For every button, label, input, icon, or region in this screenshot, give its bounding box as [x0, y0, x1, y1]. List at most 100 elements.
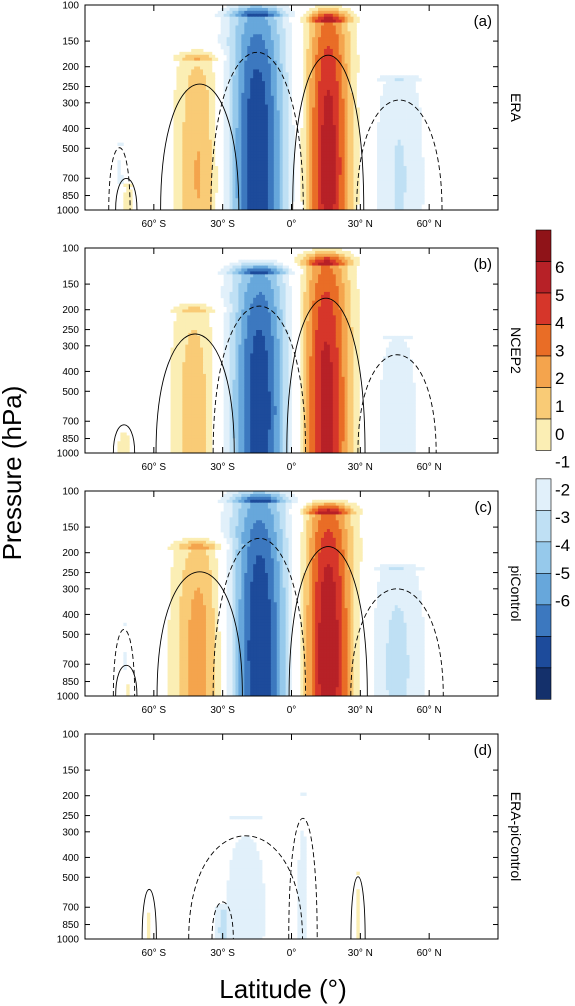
colorbar-label: 2 — [555, 369, 564, 388]
contour-line — [156, 571, 243, 696]
contour-line — [112, 424, 136, 453]
contour-line — [115, 178, 138, 210]
y-tick-label: 100 — [62, 244, 79, 255]
x-tick-label: 60° N — [417, 462, 442, 473]
colorbar-label: -5 — [555, 564, 570, 583]
colorbar-label: -6 — [555, 592, 570, 611]
colorbar-box — [535, 604, 552, 637]
x-tick-label: 60° S — [142, 948, 167, 959]
y-tick-label: 150 — [62, 766, 79, 777]
contour-line — [141, 889, 157, 939]
colorbar-box — [535, 292, 552, 325]
colorbar-box — [535, 261, 552, 294]
y-tick-label: 150 — [62, 37, 79, 48]
contour-line — [108, 147, 131, 210]
y-tick-label: 200 — [62, 62, 79, 73]
x-tick-label: 60° S — [142, 462, 167, 473]
colorbar-box — [535, 387, 552, 420]
y-tick-label: 100 — [62, 730, 79, 741]
y-tick-label: 200 — [62, 305, 79, 316]
colorbar-box — [535, 229, 552, 262]
contour-line — [288, 818, 318, 939]
colorbar-box — [535, 667, 552, 700]
x-tick-label: 30° S — [210, 705, 235, 716]
y-tick-label: 400 — [62, 124, 79, 135]
x-tick-label: 30° S — [210, 219, 235, 230]
y-tick-label: 300 — [62, 98, 79, 109]
y-tick-label: 700 — [62, 174, 79, 185]
y-tick-label: 700 — [62, 660, 79, 671]
panel-name: piControl — [508, 565, 524, 621]
x-tick-label: 30° S — [210, 462, 235, 473]
panels: 100 150 200 250 300 400 500 700 850 1000 60° S 30° … — [57, 1, 524, 960]
colorbar-box — [535, 324, 552, 357]
x-tick-label: 30° N — [348, 219, 373, 230]
panel-name: NCEP2 — [508, 327, 524, 374]
contour-field — [141, 792, 366, 939]
colorbar-box — [535, 478, 552, 511]
contour-line — [210, 52, 304, 210]
x-tick-label: 0° — [287, 462, 297, 473]
panel-frame — [84, 733, 499, 940]
contour-field — [108, 5, 443, 210]
contour-line — [212, 538, 307, 696]
contour-line — [292, 54, 365, 210]
contour-line — [288, 546, 368, 696]
y-tick-label: 1000 — [57, 206, 80, 217]
x-tick-label: 0° — [287, 219, 297, 230]
panel-name: ERA — [508, 93, 524, 122]
y-tick-label: 1000 — [57, 692, 80, 703]
y-tick-label: 150 — [62, 280, 79, 291]
y-tick-label: 850 — [62, 920, 79, 931]
x-tick-label: 60° N — [417, 948, 442, 959]
y-tick-label: 850 — [62, 434, 79, 445]
y-tick-label: 250 — [62, 82, 79, 93]
colorbar-label: 6 — [555, 258, 564, 277]
colorbar-box — [535, 573, 552, 606]
y-tick-label: 700 — [62, 903, 79, 914]
panel-label: (c) — [475, 499, 493, 516]
x-tick-label: 30° N — [348, 462, 373, 473]
colorbar-box — [535, 418, 552, 451]
x-tick-label: 30° N — [348, 705, 373, 716]
y-tick-label: 500 — [62, 873, 79, 884]
y-tick-label: 300 — [62, 341, 79, 352]
y-tick-label: 400 — [62, 610, 79, 621]
contour-line — [160, 83, 240, 210]
y-tick-label: 1000 — [57, 935, 80, 946]
contour-line — [155, 333, 235, 453]
y-tick-label: 200 — [62, 791, 79, 802]
panel-ERA: 100 150 200 250 300 400 500 700 850 1000 60° S 30° … — [57, 1, 524, 231]
y-tick-label: 250 — [62, 811, 79, 822]
x-tick-label: 0° — [287, 705, 297, 716]
y-tick-label: 300 — [62, 827, 79, 838]
contour-line — [350, 876, 366, 939]
panel-name: ERA-piControl — [508, 792, 524, 881]
panel-label: (b) — [474, 256, 492, 273]
y-tick-label: 300 — [62, 584, 79, 595]
y-tick-label: 850 — [62, 677, 79, 688]
x-tick-label: 30° S — [210, 948, 235, 959]
contour-field — [112, 491, 444, 696]
panel-label: (a) — [474, 13, 492, 30]
colorbar-label: -2 — [555, 480, 570, 499]
colorbar-label: -1 — [555, 453, 570, 472]
contour-line — [357, 354, 437, 453]
x-tick-label: 60° N — [417, 219, 442, 230]
colorbar-label: 0 — [555, 425, 564, 444]
y-tick-label: 400 — [62, 853, 79, 864]
panel-NCEP2: 100 150 200 250 300 400 500 700 850 1000 60° S 30° … — [57, 244, 524, 474]
x-tick-label: 60° S — [142, 705, 167, 716]
colorbar-box — [535, 355, 552, 388]
contour-line — [356, 99, 443, 210]
colorbar-box — [535, 541, 552, 574]
x-axis-title: Latitude (°) — [219, 974, 346, 1004]
panel-label: (d) — [474, 742, 492, 759]
y-tick-label: 400 — [62, 367, 79, 378]
y-tick-label: 500 — [62, 630, 79, 641]
y-tick-label: 500 — [62, 144, 79, 155]
contour-line — [112, 629, 136, 696]
panel-piControl: 100 150 200 250 300 400 500 700 850 1000 60° S 30° … — [57, 487, 524, 717]
y-tick-label: 1000 — [57, 449, 80, 460]
